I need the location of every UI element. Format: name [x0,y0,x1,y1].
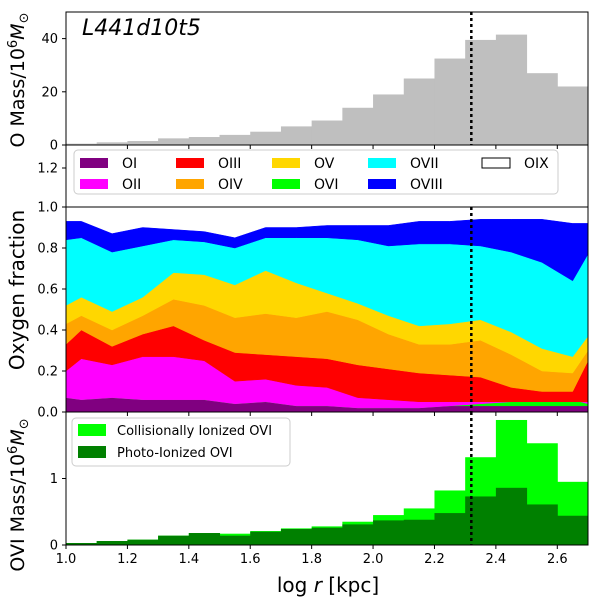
o-mass-bar [373,94,405,145]
bot-xtick-label: 2.6 [547,552,568,567]
o-mass-bar [495,34,528,145]
chart-title: L441d10t5 [82,16,201,41]
o-mass-bar [280,126,313,145]
photo-ovi-bar [280,529,313,545]
legend-label-oiii: OIII [218,156,241,172]
legend-label-ovii: OVII [410,156,439,172]
bottom-ylabel: OVI Mass/106M⊙ [6,418,32,571]
bot-xtick-label: 1.8 [301,552,322,567]
o-mass-bar [66,143,98,145]
photo-ovi-bar [188,533,221,545]
bot-xtick-label: 1.6 [240,552,261,567]
o-mass-bar [342,107,374,145]
photo-ovi-bar [158,535,190,545]
bot-ytick-label: 0 [50,539,58,554]
mid-ylabel: Oxygen fraction [5,210,29,370]
photo-ovi-bar [526,504,558,545]
top-ytick-label: 20 [41,85,58,100]
ovi-legend-swatch [78,424,106,436]
bot-xtick-label: 1.4 [178,552,199,567]
ion-legend-panel: 1.2 1.0 OI OII OIII OIV OV OVI OVII OVIII OIX [37,144,589,216]
photo-ovi-bar [342,524,374,545]
legend-swatch-oiv [176,179,204,189]
photo-ovi-bar [403,519,435,545]
photo-ovi-bar [465,496,497,545]
o-mass-bar [403,78,435,145]
o-mass-bar [219,134,251,145]
legend-swatch-oiii [176,158,204,168]
photo-ovi-bar [219,535,251,545]
legend-label-ovi: OVI [314,177,338,193]
top-ylabel: O Mass/106M⊙ [6,12,32,147]
legend-ytick-label: 1.2 [37,162,58,177]
o-mass-bar [158,138,190,145]
photo-ovi-bar [96,541,128,545]
legend-swatch-oviii [368,179,396,189]
top-ytick-label: 40 [41,32,58,47]
mid-ytick-label: 0.0 [37,406,58,421]
bot-xtick-label: 2.4 [486,552,507,567]
mid-ytick-label: 0.2 [37,365,58,380]
mid-ytick-label: 0.6 [37,283,58,298]
x-axis-label: log r [kpc] [277,573,379,597]
mid-ytick-label: 0.4 [37,324,58,339]
legend-label-oii: OII [122,177,141,193]
bot-xtick-label: 1.2 [117,552,138,567]
legend-label-oviii: OVIII [410,177,443,193]
legend-ytick-label: 1.0 [37,201,58,216]
ovi-legend-label: Collisionally Ionized OVI [117,424,272,439]
o-mass-bar [557,86,589,145]
legend-swatch-ovi [272,179,300,189]
photo-ovi-bar [250,531,282,545]
legend-label-oiv: OIV [218,177,243,193]
bot-ytick-label: 1 [50,472,58,487]
bot-xtick-label: 1.0 [56,552,77,567]
mid-ytick-label: 0.8 [37,242,58,257]
top-mass-panel: 0 20 40 [41,11,589,154]
photo-ovi-bar [66,543,98,545]
legend-swatch-oi [80,158,108,168]
photo-ovi-bar [434,513,466,545]
o-mass-bar [311,120,343,145]
o-mass-bar [96,142,128,145]
top-ytick-label: 0 [50,139,58,154]
legend-label-oix: OIX [524,156,549,172]
legend-label-ov: OV [314,156,335,172]
photo-ovi-bar [311,527,343,545]
photo-ovi-bar [557,515,589,545]
legend-swatch-ov [272,158,300,168]
photo-ovi-bar [495,487,528,545]
legend-swatch-oix [481,157,511,169]
o-mass-bar [188,137,221,145]
o-mass-bar [434,58,466,145]
ovi-legend-label: Photo-Ionized OVI [117,446,233,461]
oxygen-fraction-panel: 0.2 0.4 0.6 0.8 0.0 [37,206,589,421]
ovi-legend-box [71,417,291,467]
o-mass-bar [127,141,159,145]
bot-xtick-label: 2.0 [363,552,384,567]
ovi-legend-swatch [78,446,106,458]
o-mass-bar [465,39,497,145]
legend-swatch-ovii [368,158,396,168]
bot-xtick-label: 2.2 [424,552,445,567]
legend-swatch-oii [80,179,108,189]
photo-ovi-bar [127,539,159,545]
photo-ovi-bar [373,520,405,545]
o-mass-bar [250,131,282,145]
o-mass-bar [526,73,558,145]
ovi-mass-panel: 0 1 1.0 1.2 1.4 1.6 1.8 2.0 2.2 2.4 2.6 Collisional… [50,411,589,567]
legend-label-oi: OI [122,156,137,172]
